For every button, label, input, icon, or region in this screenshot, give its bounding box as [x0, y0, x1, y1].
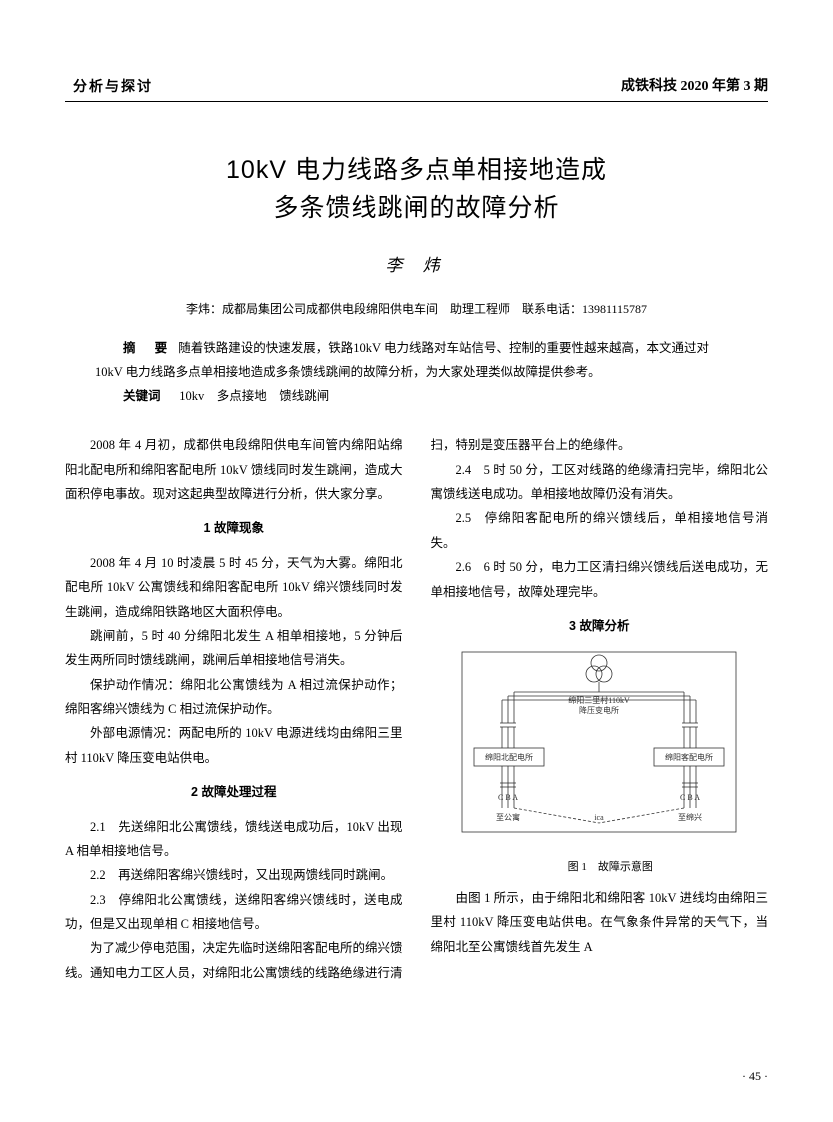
- abstract-label: 摘 要: [123, 341, 175, 355]
- figure-1: 绵阳三里村110kV 降压变电所: [431, 648, 769, 878]
- section-1-heading: 1 故障现象: [65, 516, 403, 540]
- p1-3: 保护动作情况：绵阳北公寓馈线为 A 相过流保护动作；绵阳客绵兴馈线为 C 相过流…: [65, 673, 403, 722]
- page-number: · 45 ·: [742, 1069, 768, 1084]
- title-line2: 多条馈线跳闸的故障分析: [65, 190, 768, 228]
- p1-4: 外部电源情况：两配电所的 10kV 电源进线均由绵阳三里村 110kV 降压变电…: [65, 721, 403, 770]
- section-3-heading: 3 故障分析: [431, 614, 769, 638]
- svg-text:降压变电所: 降压变电所: [579, 705, 619, 715]
- abstract: 摘 要 随着铁路建设的快速发展，铁路10kV 电力线路对车站信号、控制的重要性越…: [95, 337, 738, 408]
- svg-text:绵阳客配电所: 绵阳客配电所: [665, 752, 713, 762]
- svg-text:ica: ica: [595, 813, 605, 822]
- header-section: 分析与探讨: [65, 75, 161, 97]
- p2-4: 2.4 5 时 50 分，工区对线路的绝缘清扫完毕，绵阳北公寓馈线送电成功。单相…: [431, 458, 769, 507]
- p2-5: 2.5 停绵阳客配电所的绵兴馈线后，单相接地信号消失。: [431, 506, 769, 555]
- article-title: 10kV 电力线路多点单相接地造成 多条馈线跳闸的故障分析: [65, 152, 768, 227]
- p2-6: 2.6 6 时 50 分，电力工区清扫绵兴馈线后送电成功，无单相接地信号，故障处…: [431, 555, 769, 604]
- fault-diagram: 绵阳三里村110kV 降压变电所: [454, 648, 744, 848]
- abstract-text: 随着铁路建设的快速发展，铁路10kV 电力线路对车站信号、控制的重要性越来越高，…: [95, 341, 709, 379]
- figure-1-caption: 图 1 故障示意图: [431, 857, 769, 878]
- author-info: 李炜：成都局集团公司成都供电段绵阳供电车间 助理工程师 联系电话：1398111…: [65, 300, 768, 317]
- title-line1: 10kV 电力线路多点单相接地造成: [65, 152, 768, 190]
- svg-text:绵阳北配电所: 绵阳北配电所: [485, 752, 533, 762]
- p2-3: 2.3 停绵阳北公寓馈线，送绵阳客绵兴馈线时，送电成功，但是又出现单相 C 相接…: [65, 888, 403, 937]
- author-name: 李 炜: [65, 251, 768, 276]
- svg-text:C B A: C B A: [498, 793, 518, 802]
- p3-1: 由图 1 所示，由于绵阳北和绵阳客 10kV 进线均由绵阳三里村 110kV 降…: [431, 886, 769, 959]
- intro-paragraph: 2008 年 4 月初，成都供电段绵阳供电车间管内绵阳站绵阳北配电所和绵阳客配电…: [65, 433, 403, 506]
- svg-text:至绵兴: 至绵兴: [678, 812, 702, 822]
- svg-text:至公寓: 至公寓: [496, 812, 520, 822]
- header-issue: 成铁科技 2020 年第 3 期: [621, 75, 768, 97]
- keywords-label: 关键词: [123, 389, 161, 403]
- keywords-text: 10kv 多点接地 馈线跳闸: [179, 389, 329, 403]
- page-header: 分析与探讨 成铁科技 2020 年第 3 期: [65, 75, 768, 102]
- section-2-heading: 2 故障处理过程: [65, 780, 403, 804]
- svg-text:C B A: C B A: [680, 793, 700, 802]
- body-columns: 2008 年 4 月初，成都供电段绵阳供电车间管内绵阳站绵阳北配电所和绵阳客配电…: [65, 433, 768, 985]
- p2-2: 2.2 再送绵阳客绵兴馈线时，又出现两馈线同时跳闸。: [65, 863, 403, 887]
- p2-1: 2.1 先送绵阳北公寓馈线，馈线送电成功后，10kV 出现 A 相单相接地信号。: [65, 815, 403, 864]
- p1-1: 2008 年 4 月 10 时凌晨 5 时 45 分，天气为大雾。绵阳北配电所 …: [65, 551, 403, 624]
- p1-2: 跳闸前，5 时 40 分绵阳北发生 A 相单相接地，5 分钟后发生两所同时馈线跳…: [65, 624, 403, 673]
